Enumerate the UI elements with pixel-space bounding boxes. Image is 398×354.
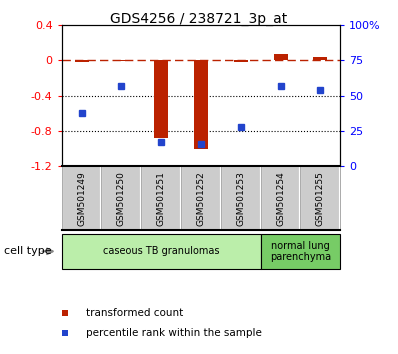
Bar: [75, 60, 89, 62]
Bar: [141, 166, 181, 230]
Bar: [221, 166, 261, 230]
Bar: [101, 166, 141, 230]
Text: GSM501251: GSM501251: [157, 171, 166, 226]
Bar: [154, 60, 168, 138]
Text: GSM501249: GSM501249: [77, 171, 86, 225]
Bar: [300, 166, 340, 230]
Text: cell type: cell type: [4, 246, 52, 256]
Text: GSM501252: GSM501252: [197, 171, 205, 225]
Text: GSM501253: GSM501253: [236, 171, 245, 226]
Bar: [261, 234, 340, 269]
Bar: [300, 166, 340, 230]
Text: transformed count: transformed count: [86, 308, 183, 318]
Text: GSM501254: GSM501254: [276, 171, 285, 225]
Bar: [314, 57, 328, 60]
Bar: [101, 166, 141, 230]
Bar: [62, 166, 101, 230]
Text: normal lung
parenchyma: normal lung parenchyma: [270, 240, 331, 262]
Bar: [274, 54, 287, 60]
Bar: [62, 234, 261, 269]
Bar: [234, 60, 248, 62]
Bar: [221, 166, 261, 230]
Bar: [115, 60, 129, 61]
Bar: [141, 166, 181, 230]
Bar: [261, 166, 300, 230]
Text: GSM501255: GSM501255: [316, 171, 325, 226]
Bar: [62, 166, 101, 230]
Bar: [181, 166, 221, 230]
Text: GSM501250: GSM501250: [117, 171, 126, 226]
Bar: [261, 166, 300, 230]
Text: caseous TB granulomas: caseous TB granulomas: [103, 246, 219, 256]
Text: GDS4256 / 238721_3p_at: GDS4256 / 238721_3p_at: [110, 12, 288, 27]
Text: percentile rank within the sample: percentile rank within the sample: [86, 328, 261, 338]
Bar: [194, 60, 208, 149]
Bar: [181, 166, 221, 230]
